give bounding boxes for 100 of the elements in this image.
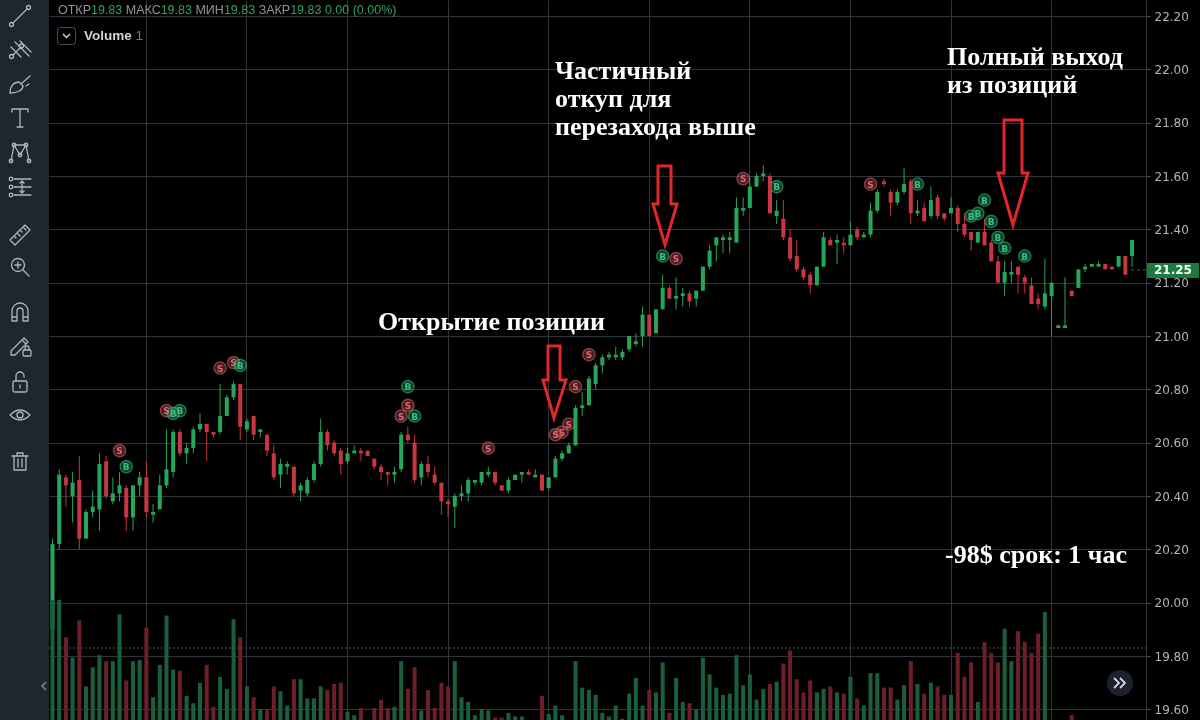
candlestick [305,476,310,497]
candlestick [151,503,156,524]
candlestick [405,426,410,444]
bar [338,682,343,720]
bar [1009,661,1014,720]
bar [258,709,263,720]
candlestick [1123,255,1128,276]
bar [928,682,933,720]
bar [318,686,323,720]
bar [714,687,719,720]
candlestick [311,460,317,484]
candlestick [164,428,169,489]
candlestick [231,380,236,401]
bar [332,684,337,720]
bar [922,693,927,720]
candlestick [633,332,638,348]
candlestick [1016,266,1021,294]
data-label: S [867,179,874,190]
data-label: B [1001,243,1009,254]
bar [694,709,699,720]
candlestick [660,274,665,310]
annotation: Частичный откуп для перезахода выше [555,56,757,141]
candlestick [593,362,598,390]
data-label: B [981,195,989,206]
bar [982,642,987,720]
candlestick [1042,258,1047,310]
bar [888,687,893,720]
y-tick-label: 20.80 [1154,382,1189,397]
y-tick-label: 20.40 [1154,489,1189,504]
bar [734,655,739,720]
data-label: B [773,182,781,193]
candlestick [747,175,752,209]
candlestick [902,167,907,196]
bar [117,614,122,720]
candlestick [137,471,142,497]
candlestick [432,466,437,486]
bar [995,662,1000,720]
candlestick [110,476,115,505]
bar [767,684,772,720]
candlestick [928,186,933,220]
data-label: B [974,208,982,219]
data-label: S [163,406,170,417]
bar [419,710,424,720]
candlestick [70,471,75,524]
bar [962,676,967,720]
bar [700,657,705,720]
candlestick [774,199,779,225]
bar [97,655,102,720]
candlestick [600,354,605,374]
candlestick [298,482,303,502]
candlestick [519,471,524,484]
bar [218,676,223,720]
candlestick [727,231,732,254]
bar [613,705,618,720]
candlestick [177,428,182,457]
bar [788,650,793,720]
data-label: S [230,358,237,369]
candlestick [982,218,987,246]
bar [211,706,216,720]
bar [191,703,196,720]
candlestick [1022,274,1027,294]
bar [345,711,350,720]
bar [707,674,712,720]
bar [627,693,632,720]
candlestick [962,212,967,238]
candlestick [580,391,585,417]
bar [741,685,746,720]
bar [285,705,290,720]
bar [372,708,377,720]
data-label: S [558,427,566,438]
bar [459,697,464,720]
candlestick [204,423,209,462]
bar [305,698,310,720]
bar [298,679,303,720]
bar [721,694,726,720]
y-tick-label: 20.60 [1154,436,1189,451]
bar [881,687,886,720]
bar [197,682,203,720]
candlestick [674,276,679,310]
bar [680,702,685,720]
bar [560,715,565,720]
candlestick [271,444,276,481]
text: 21.25 [1147,262,1199,278]
bar [754,699,759,720]
data-label: B [967,211,975,222]
bar [969,662,974,720]
bar [90,667,95,720]
bar [513,716,518,720]
bar [278,691,283,720]
annotation: Открытие позиции [378,307,606,336]
bar [955,652,960,720]
bar [674,678,679,720]
bar [472,715,477,720]
bar [861,705,866,720]
bar [727,693,732,720]
candlestick [63,474,68,508]
bar [385,708,390,720]
bar [399,661,404,720]
annotation: -98$ срок: 1 час [945,540,1127,569]
bar [144,627,149,720]
